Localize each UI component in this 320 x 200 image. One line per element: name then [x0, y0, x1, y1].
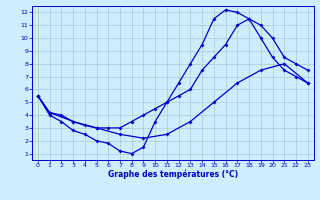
X-axis label: Graphe des températures (°C): Graphe des températures (°C) — [108, 170, 238, 179]
